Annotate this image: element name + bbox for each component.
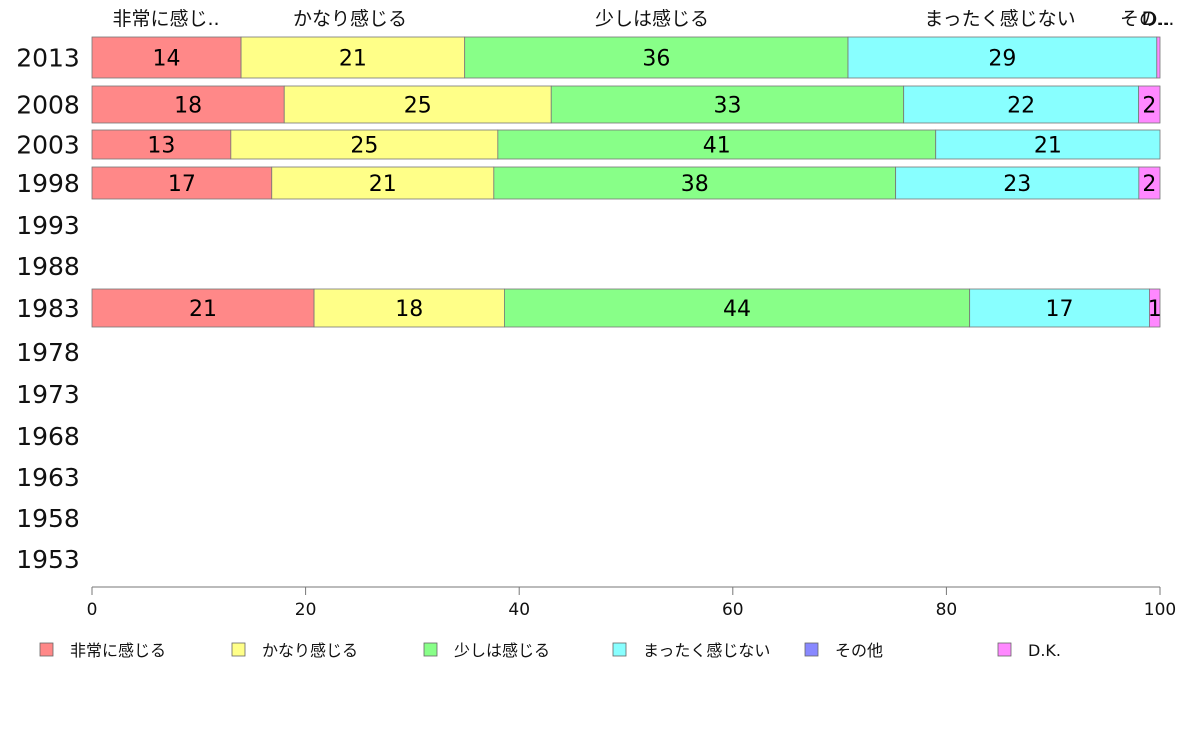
data-label: 21 (189, 297, 217, 322)
x-tick-label: 40 (508, 600, 530, 620)
series-top-label: かなり感じる (293, 8, 407, 30)
data-label: 21 (1034, 134, 1062, 159)
year-label: 2003 (16, 131, 80, 160)
legend-swatch (231, 642, 246, 657)
bar-segment (91, 85, 285, 124)
x-tick-label: 100 (1144, 600, 1176, 620)
bar-segment (91, 129, 232, 160)
bar-segment (493, 166, 897, 200)
year-label: 1953 (16, 545, 80, 574)
year-labels: 2013 2008 2003 1998 1993 1988 1983 1978 1973 1968… (16, 44, 80, 575)
bar-segment (1138, 166, 1161, 200)
bar-segment (895, 166, 1140, 200)
data-label: 23 (1003, 172, 1031, 197)
legend-label: かなり感じる (262, 641, 358, 660)
bar-segment (1156, 36, 1161, 79)
x-tick-label: 0 (87, 600, 98, 620)
x-tick-label: 60 (722, 600, 744, 620)
data-label: 17 (168, 172, 196, 197)
bar-segment (230, 129, 499, 160)
year-label: 2008 (16, 91, 80, 120)
year-label: 1998 (16, 169, 80, 198)
data-label: 18 (174, 94, 202, 119)
series-top-label: D... (1142, 8, 1175, 30)
legend-swatch (612, 642, 627, 657)
bar-segment (271, 166, 495, 200)
bar-segment (240, 36, 466, 79)
year-label: 1958 (16, 504, 80, 533)
data-label: 1 (1148, 297, 1162, 322)
legend-label: 少しは感じる (454, 641, 550, 660)
legend-label: その他 (835, 641, 883, 660)
legend-label: D.K. (1028, 641, 1061, 660)
bar-segment (903, 85, 1140, 124)
series-top-label: その.. (1120, 8, 1170, 30)
data-label: 17 (1046, 297, 1074, 322)
legend-label: 非常に感じる (70, 641, 166, 660)
bar-segment (1149, 288, 1161, 328)
series-top-label: 非常に感じ.. (112, 8, 219, 30)
year-label: 1988 (16, 252, 80, 281)
legend: 非常に感じる かなり感じる 少しは感じる まったく感じない その他 D.K. (39, 641, 1061, 660)
data-label: 22 (1007, 94, 1035, 119)
bar-segment (313, 288, 505, 328)
legend-swatch (804, 642, 819, 657)
data-label: 38 (681, 172, 709, 197)
x-axis: 0 20 40 60 80 100 (87, 586, 1176, 620)
bar-segment (503, 288, 971, 328)
data-label: 21 (339, 47, 367, 72)
bar-segment (550, 85, 905, 124)
bar-segment (497, 129, 937, 160)
legend-swatch (39, 642, 54, 657)
data-label: 18 (395, 297, 423, 322)
data-label: 14 (153, 47, 181, 72)
year-label: 2013 (16, 44, 80, 73)
x-tick-label: 80 (936, 600, 958, 620)
data-label: 2 (1142, 94, 1156, 119)
x-tick-label: 20 (295, 600, 317, 620)
series-top-label: まったく感じない (924, 8, 1075, 30)
data-label: 41 (703, 134, 731, 159)
series-top-label: 少しは感じる (595, 8, 709, 30)
data-label: 29 (988, 47, 1016, 72)
legend-swatch (997, 642, 1012, 657)
year-label: 1993 (16, 211, 80, 240)
data-label: 25 (350, 134, 378, 159)
bar-segment (283, 85, 552, 124)
data-label: 33 (713, 94, 741, 119)
year-label: 1978 (16, 338, 80, 367)
data-label: 44 (723, 297, 751, 322)
legend-swatch (423, 642, 438, 657)
data-label: 13 (147, 134, 175, 159)
bar-segment (935, 129, 1161, 160)
year-label: 1983 (16, 294, 80, 323)
year-label: 1963 (16, 463, 80, 492)
bar-segment (91, 288, 315, 328)
series-top-labels: 非常に感じ.. かなり感じる 少しは感じる まったく感じない その..D... (112, 8, 1174, 30)
data-label: 21 (369, 172, 397, 197)
bar-segment (1138, 85, 1161, 124)
data-label: 2 (1142, 172, 1156, 197)
data-label: 36 (642, 47, 670, 72)
data-label: 25 (404, 94, 432, 119)
legend-label: まったく感じない (643, 641, 770, 660)
year-label: 1973 (16, 380, 80, 409)
year-label: 1968 (16, 422, 80, 451)
